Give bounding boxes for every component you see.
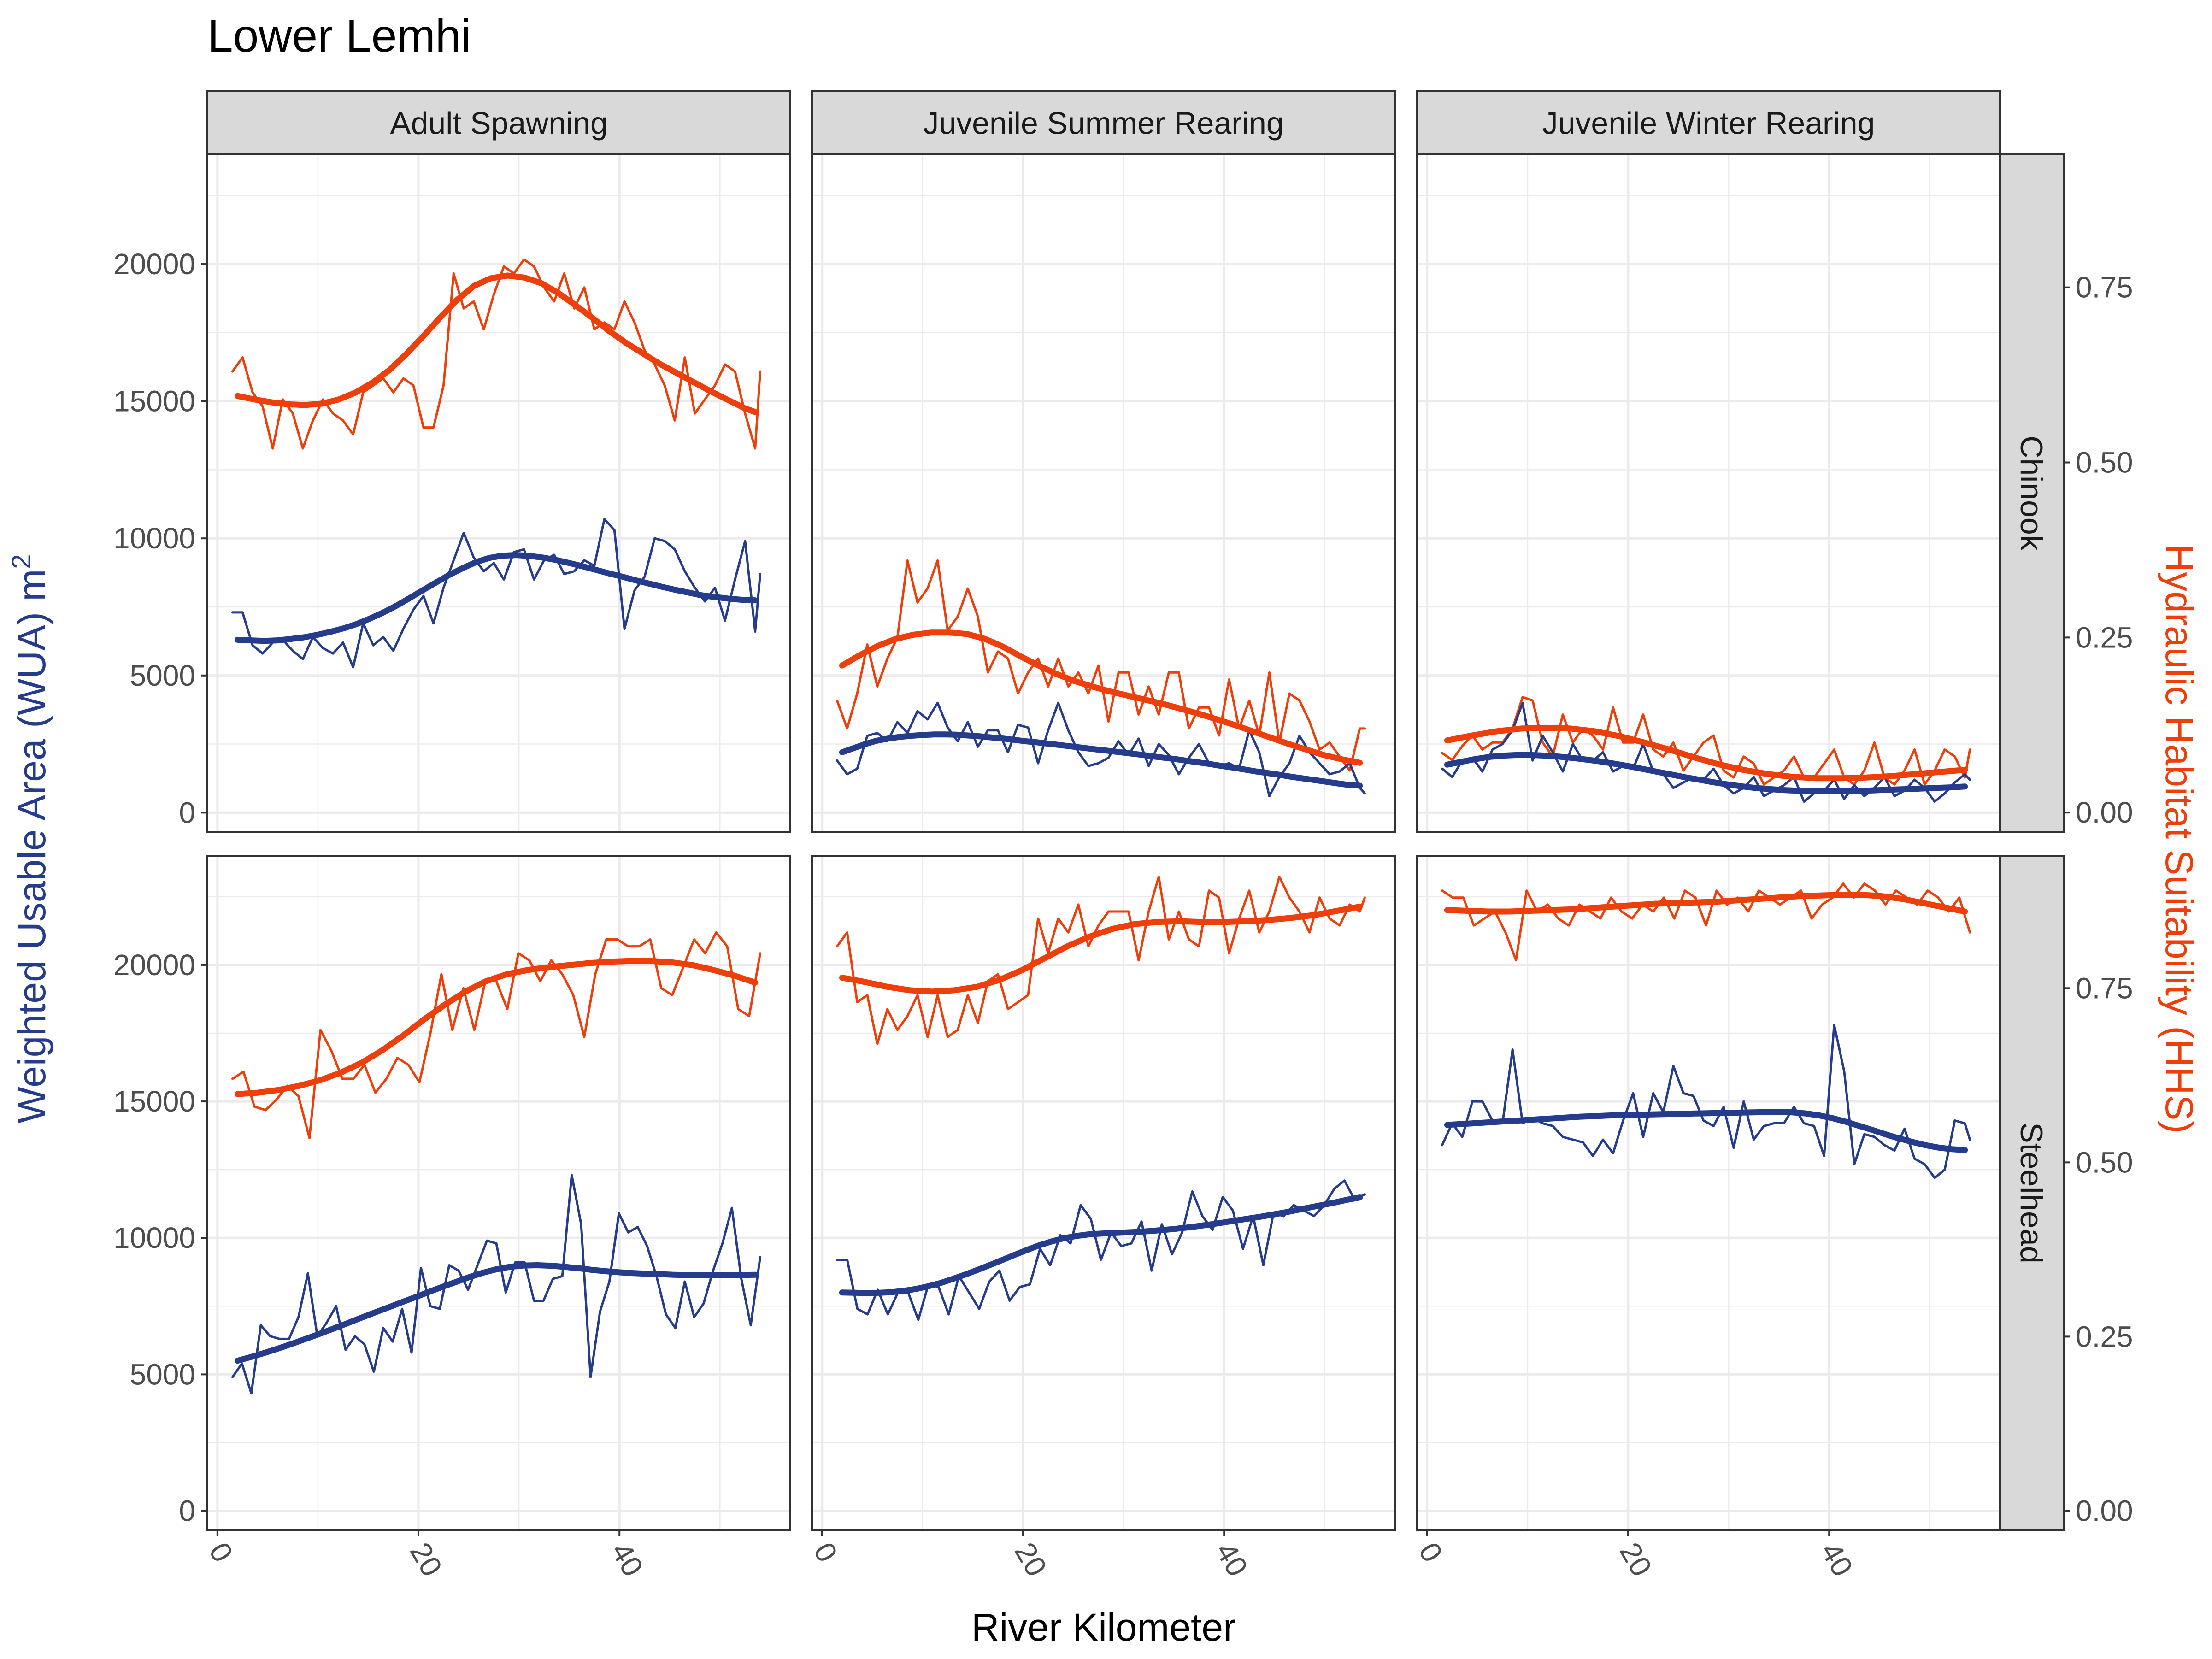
panel-background (812, 856, 1395, 1530)
panel-steelhead-1 (207, 856, 790, 1530)
panel-steelhead-3 (1417, 856, 2000, 1530)
panel-series-steelhead-2 (836, 875, 1366, 1321)
y-tick-label-left: 10000 (113, 522, 195, 555)
wua-smooth-line (1444, 752, 1968, 794)
hhs-raw-line (1441, 882, 1971, 962)
panel-background (1417, 856, 2000, 1530)
wua-raw-line (1441, 701, 1971, 803)
y-tick-label-left: 10000 (113, 1221, 195, 1254)
y-tick-label-left: 20000 (113, 948, 195, 982)
wua-smooth-line (1444, 1109, 1968, 1153)
facet-strip-column (1416, 90, 2001, 155)
facet-strip-label-row: Steelhead (2014, 1122, 2049, 1263)
y-tick-label-left: 15000 (113, 1085, 195, 1118)
facet-strip-row (1999, 855, 2065, 1531)
panel-border (206, 855, 791, 1531)
panel-series-chinook-1 (231, 258, 762, 669)
y-axis-title-right: Hydraulic Habitat Suitability (HHS) (2158, 544, 2201, 1133)
panel-series-chinook-3 (1441, 696, 1971, 803)
panel-chinook-1 (207, 154, 790, 832)
y-tick-label-left: 20000 (113, 247, 195, 281)
y-tick-label-right: 0.25 (2076, 621, 2133, 654)
hhs-raw-line (231, 931, 762, 1139)
panel-series-chinook-2 (836, 559, 1366, 798)
y-tick-label-right: 0.00 (2076, 796, 2133, 829)
chart-title: Lower Lemhi (207, 10, 471, 62)
facet-strip-column (811, 90, 1396, 155)
panel-chinook-3 (1417, 154, 2000, 832)
y-axis-title-left: Weighted Usable Area (WUA) m2 (6, 554, 53, 1123)
y-tick-label-right: 0.75 (2076, 971, 2133, 1005)
panel-background (1417, 154, 2000, 832)
facet-strip-label-column: Juvenile Summer Rearing (923, 106, 1283, 141)
wua-raw-line (231, 518, 762, 669)
y-tick-label-right: 0.25 (2076, 1320, 2133, 1353)
hhs-raw-line (836, 875, 1366, 1045)
wua-smooth-line (839, 1194, 1363, 1296)
y-tick-label-left: 0 (179, 796, 195, 829)
y-tick-label-right: 0.00 (2076, 1494, 2133, 1527)
panel-series-steelhead-3 (1441, 882, 1971, 1179)
y-tick-label-right: 0.75 (2076, 271, 2133, 304)
hhs-raw-line (836, 559, 1366, 772)
facet-strip-label-row: Chinook (2014, 435, 2049, 551)
hhs-smooth-line (1444, 724, 1968, 782)
panel-border (811, 855, 1396, 1531)
hhs-smooth-line (839, 903, 1363, 995)
y-tick-label-right: 0.50 (2076, 446, 2133, 479)
y-tick-label-left: 5000 (130, 1358, 195, 1391)
panel-series-steelhead-1 (231, 931, 762, 1395)
panels-layer (206, 153, 2001, 1531)
facet-strip-row (1999, 153, 2065, 833)
hhs-smooth-line (234, 958, 759, 1097)
y-tick-label-left: 15000 (113, 385, 195, 418)
wua-smooth-line (234, 552, 759, 644)
wua-smooth-line (234, 1262, 759, 1364)
x-axis-title: River Kilometer (971, 1606, 1236, 1649)
y-tick-label-right: 0.50 (2076, 1146, 2133, 1179)
facet-strip-label-column: Adult Spawning (390, 106, 608, 141)
facet-strip-label-column: Juvenile Winter Rearing (1542, 106, 1875, 141)
y-axis-title-left-superscript: 2 (6, 554, 36, 569)
panel-background (207, 154, 790, 832)
hhs-smooth-line (839, 629, 1363, 766)
panel-background (207, 856, 790, 1530)
y-tick-label-left: 5000 (130, 659, 195, 692)
hhs-smooth-line (234, 272, 759, 415)
panel-steelhead-2 (812, 856, 1395, 1530)
facet-strips: Adult Spawning Juvenile Summer Rearing Juv… (206, 90, 2065, 1531)
panel-background (812, 154, 1395, 832)
hhs-smooth-line (1444, 892, 1968, 915)
y-tick-label-left: 0 (179, 1494, 195, 1528)
panel-chinook-2 (812, 154, 1395, 832)
y-axis-title-left-text: Weighted Usable Area (WUA) m (10, 569, 53, 1124)
wua-smooth-line (839, 731, 1363, 789)
facet-strip-column (206, 90, 791, 155)
